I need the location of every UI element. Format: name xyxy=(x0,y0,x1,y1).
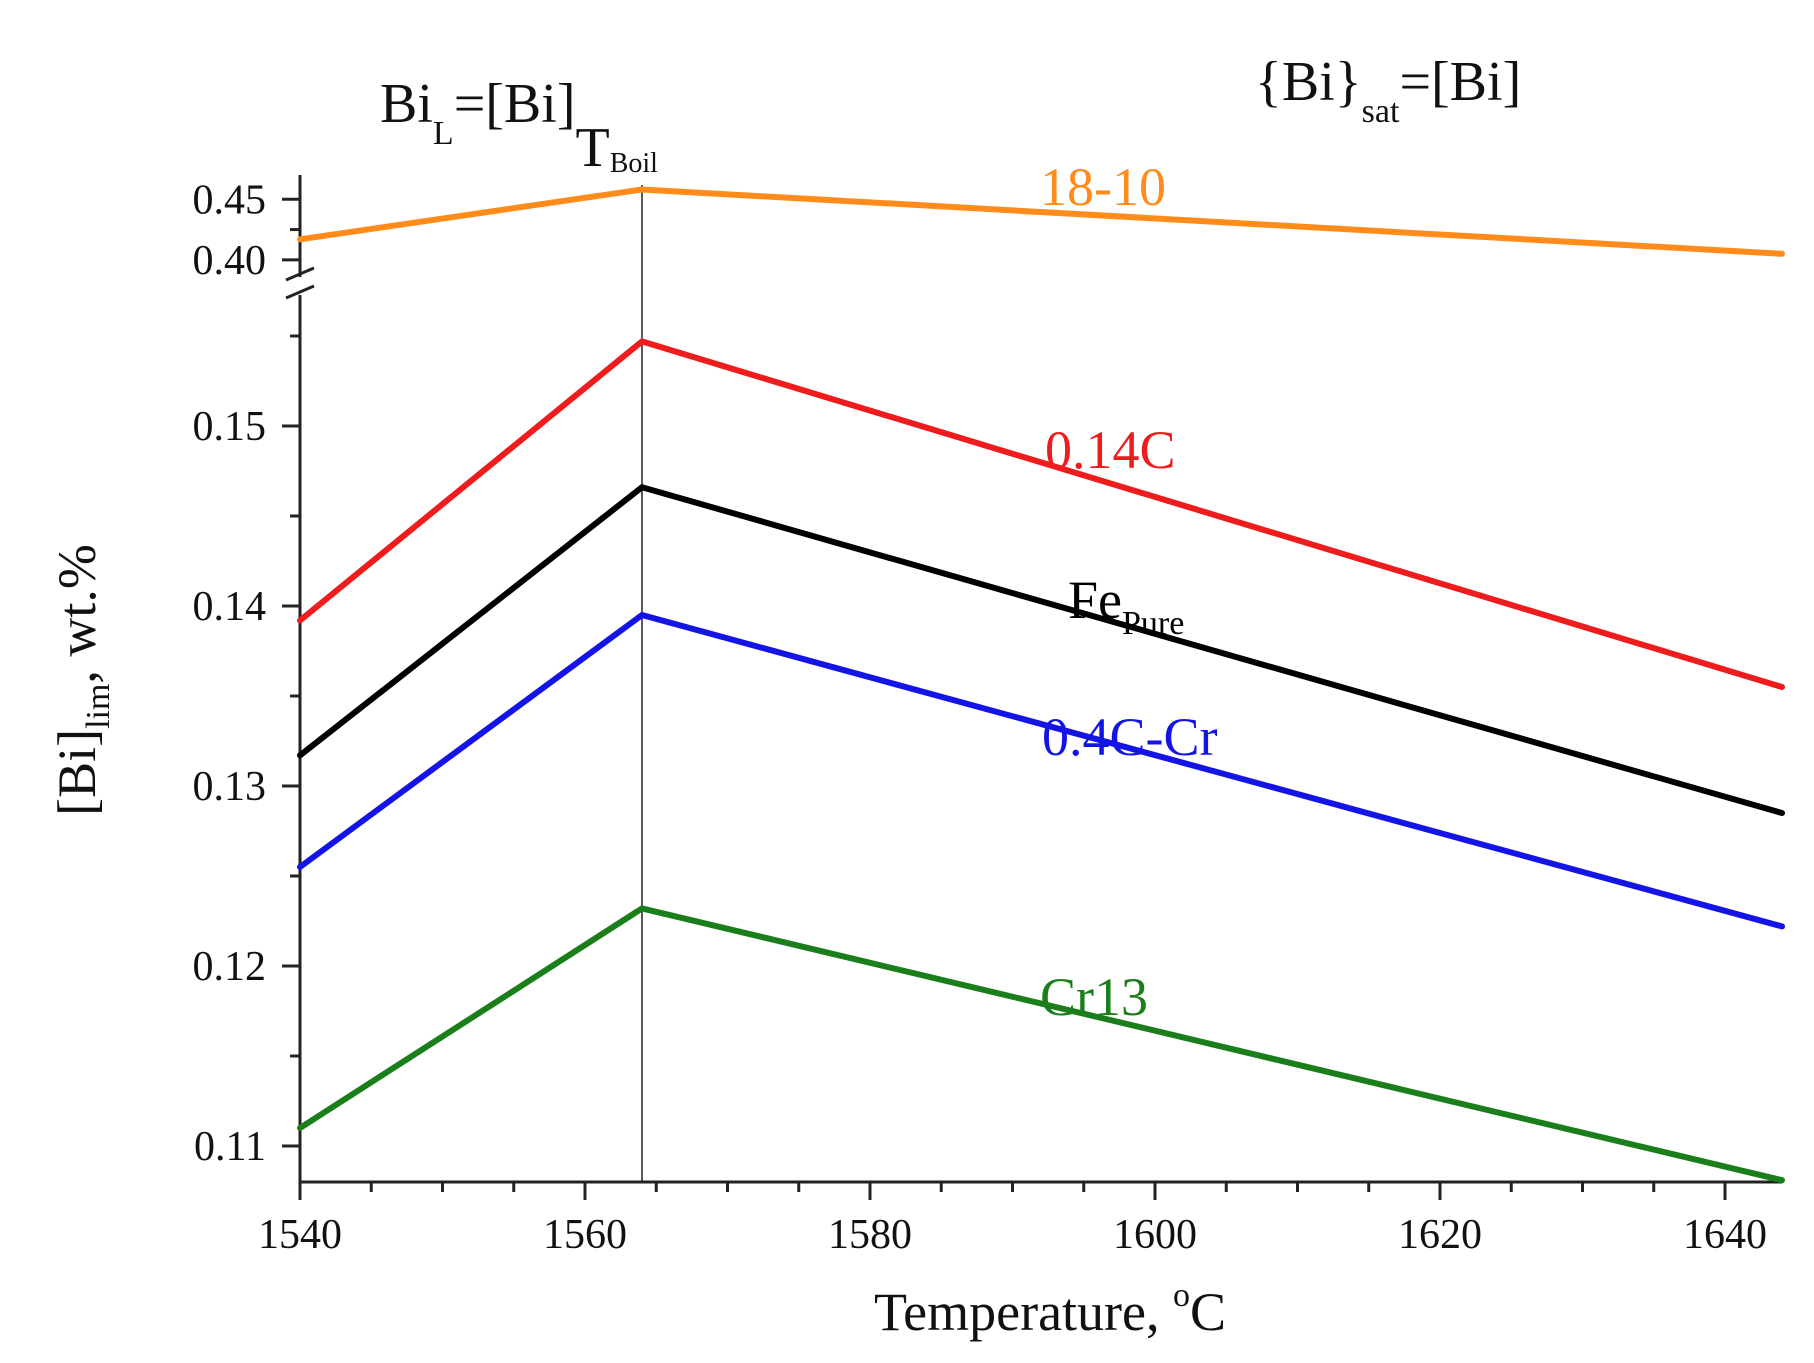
y-axis-title: [Bi]lim, wt.% xyxy=(47,544,117,816)
x-axis-title-sup: o xyxy=(1173,1277,1190,1314)
series-line-0 xyxy=(297,186,1785,257)
header-right-sub: sat xyxy=(1362,93,1400,130)
series-line-2 xyxy=(297,484,1785,816)
x-tick-label: 1600 xyxy=(1113,1212,1197,1258)
x-tick-label: 1620 xyxy=(1398,1212,1482,1258)
header-left-label: BiL=[Bi]TBoil xyxy=(380,73,658,179)
series-line-3 xyxy=(297,612,1785,930)
x-axis-title-suffix: C xyxy=(1190,1282,1226,1342)
x-tick-label: 1580 xyxy=(828,1212,912,1258)
series-label-18-10: 18-10 xyxy=(1040,157,1166,217)
header-right-main: {Bi} xyxy=(1255,51,1362,113)
header-left-sub: L xyxy=(433,115,454,152)
series-label-fe: Fe xyxy=(1068,570,1122,630)
x-tick-label: 1640 xyxy=(1683,1212,1767,1258)
reference-line-label-prefix: T xyxy=(576,117,610,179)
y-axis-title-suffix: , wt.% xyxy=(47,544,107,683)
header-left-main: Bi xyxy=(380,73,433,135)
y-axis-break-mark xyxy=(285,266,315,282)
series-label-0-4c-cr: 0.4C-Cr xyxy=(1042,707,1218,767)
series-label-0-14c: 0.14C xyxy=(1045,420,1176,480)
series-line-1 xyxy=(297,338,1785,690)
series-label-fe-pure: FePure xyxy=(1068,570,1184,642)
series-layer xyxy=(297,186,1785,1184)
y-axis-title-sub: lim xyxy=(80,684,117,729)
y-tick-label: 0.12 xyxy=(193,944,267,990)
x-axis-title: Temperature, oC xyxy=(874,1277,1226,1342)
y-axis-break-mark xyxy=(285,284,315,300)
axes: 1540 1560 1580 1600 1620 1640 0.11 0.12 0.13 0.14… xyxy=(193,175,1782,1258)
header-left-middle: =[Bi] xyxy=(454,73,576,135)
y-tick-label: 0.11 xyxy=(194,1124,266,1170)
series-label-cr13: Cr13 xyxy=(1040,967,1148,1027)
y-tick-label: 0.14 xyxy=(193,584,267,630)
y-tick-label: 0.15 xyxy=(193,404,267,450)
x-tick-label: 1560 xyxy=(543,1212,627,1258)
reference-line-label-sub: Boil xyxy=(610,148,658,179)
y-tick-label: 0.13 xyxy=(193,764,267,810)
series-label-fe-sub: Pure xyxy=(1122,605,1184,642)
x-tick-label: 1540 xyxy=(258,1212,342,1258)
series-line-4 xyxy=(297,905,1785,1184)
y-tick-label: 0.45 xyxy=(193,177,267,223)
header-right-suffix: =[Bi] xyxy=(1399,51,1521,113)
header-right-label: {Bi}sat=[Bi] xyxy=(1255,51,1521,130)
y-tick-label: 0.40 xyxy=(193,238,267,284)
